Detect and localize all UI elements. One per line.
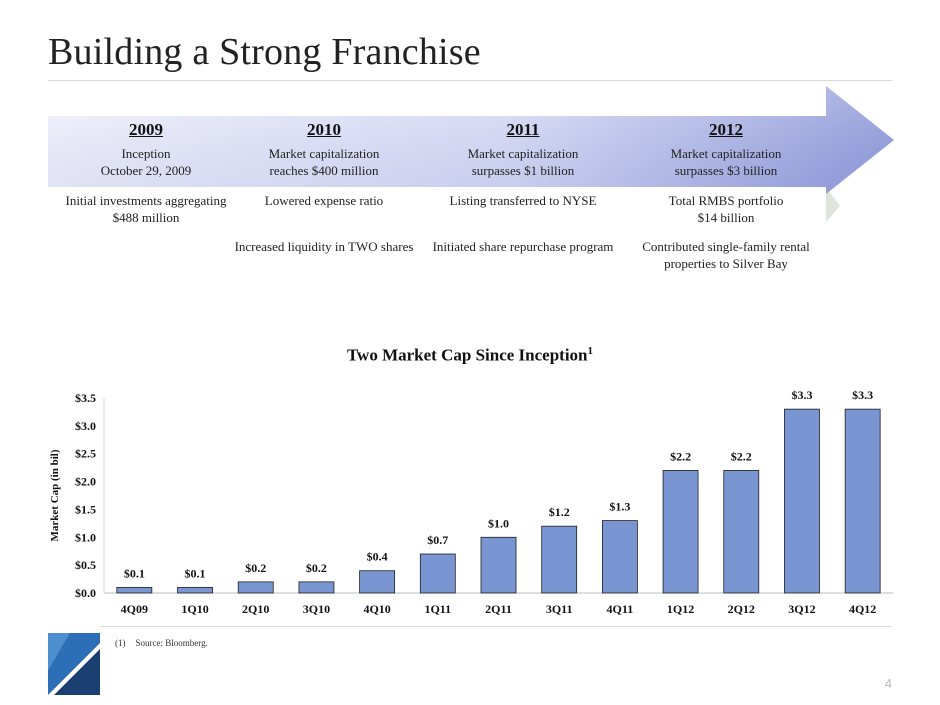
page-number: 4	[884, 676, 892, 691]
data-label-2Q12: $2.2	[731, 449, 752, 463]
bar-3Q11	[541, 525, 578, 594]
y-axis-label: Market Cap (in bil)	[49, 449, 61, 541]
chart-title: Two Market Cap Since Inception1	[346, 345, 593, 365]
data-label-3Q12: $3.3	[791, 388, 812, 402]
data-label-3Q10: $0.2	[306, 561, 327, 575]
y-tick-label: $2.0	[75, 475, 96, 489]
data-label-4Q09: $0.1	[124, 566, 145, 580]
y-tick-label: $3.5	[75, 391, 96, 405]
timeline-item-2009-1: Initial investments aggregating $488 mill…	[65, 193, 227, 225]
x-tick-label-2Q12: 2Q12	[728, 602, 755, 616]
x-tick-label-1Q10: 1Q10	[181, 602, 208, 616]
y-tick-label: $1.5	[75, 502, 96, 516]
timeline-subtitle-2012: Market capitalization surpasses $3 billio…	[670, 146, 782, 178]
timeline-subtitle-2009: Inception October 29, 2009	[100, 146, 192, 178]
data-label-4Q12: $3.3	[852, 388, 873, 402]
company-logo	[48, 633, 100, 695]
bar-4Q09	[116, 587, 153, 594]
data-label-1Q11: $0.7	[427, 533, 448, 547]
x-tick-label-2Q10: 2Q10	[242, 602, 269, 616]
timeline-year-2012: 2012	[709, 120, 743, 139]
x-tick-label-4Q10: 4Q10	[363, 602, 390, 616]
x-tick-label-1Q12: 1Q12	[667, 602, 694, 616]
bar-1Q12	[662, 470, 699, 594]
y-tick-label: $2.5	[75, 447, 96, 461]
footnote-divider	[100, 626, 892, 627]
x-tick-label-4Q12: 4Q12	[849, 602, 876, 616]
bar-1Q10	[177, 587, 213, 594]
data-label-2Q11: $1.0	[488, 516, 509, 530]
page-title: Building a Strong Franchise	[48, 31, 481, 73]
y-tick-label: $0.5	[75, 558, 96, 572]
data-label-1Q12: $2.2	[670, 449, 691, 463]
data-label-2Q10: $0.2	[245, 561, 266, 575]
footnote: (1) Source: Bloomberg.	[115, 638, 208, 648]
bar-2Q12	[723, 470, 760, 594]
timeline-year-2010: 2010	[307, 120, 341, 139]
data-label-1Q10: $0.1	[185, 566, 206, 580]
x-tick-label-4Q09: 4Q09	[121, 602, 148, 616]
timeline-item-2011-2: Initiated share repurchase program	[432, 239, 614, 254]
bar-3Q12	[784, 408, 820, 594]
bar-2Q11	[480, 536, 517, 594]
bar-3Q10	[298, 581, 335, 594]
timeline-item-2010-1: Lowered expense ratio	[264, 193, 384, 208]
bar-4Q11	[601, 520, 638, 594]
timeline-arrow	[48, 86, 894, 222]
x-tick-label-3Q12: 3Q12	[788, 602, 815, 616]
y-tick-label: $0.0	[75, 586, 96, 600]
y-tick-label: $1.0	[75, 530, 96, 544]
timeline-year-2011: 2011	[506, 120, 540, 139]
x-tick-label-4Q11: 4Q11	[607, 602, 634, 616]
timeline-item-2011-1: Listing transferred to NYSE	[449, 193, 597, 208]
data-label-4Q10: $0.4	[367, 550, 388, 564]
bar-1Q11	[419, 553, 456, 594]
x-tick-label-2Q11: 2Q11	[485, 602, 512, 616]
x-tick-label-3Q11: 3Q11	[546, 602, 573, 616]
data-label-3Q11: $1.2	[549, 505, 570, 519]
timeline-year-2009: 2009	[129, 120, 163, 139]
bar-4Q12	[844, 408, 881, 594]
data-label-4Q11: $1.3	[609, 500, 630, 514]
x-tick-label-1Q11: 1Q11	[424, 602, 451, 616]
x-tick-label-3Q10: 3Q10	[303, 602, 330, 616]
timeline-subtitle-2011: Market capitalization surpasses $1 billio…	[467, 146, 579, 178]
bar-2Q10	[237, 581, 274, 594]
timeline-item-2012-1: Total RMBS portfolio $14 billion	[668, 193, 784, 225]
y-tick-label: $3.0	[75, 419, 96, 433]
market-cap-chart: $0.0 $0.5 $1.0 $1.5 $2.0 $2.5 $3.0 $3.5 Market C…	[49, 388, 893, 616]
title-divider	[48, 80, 892, 81]
timeline-item-2012-2: Contributed single-family rental properti…	[642, 239, 810, 271]
timeline-subtitle-2010: Market capitalization reaches $400 millio…	[268, 146, 380, 178]
bar-4Q10	[359, 570, 396, 594]
timeline-item-2010-2: Increased liquidity in TWO shares	[234, 239, 414, 254]
